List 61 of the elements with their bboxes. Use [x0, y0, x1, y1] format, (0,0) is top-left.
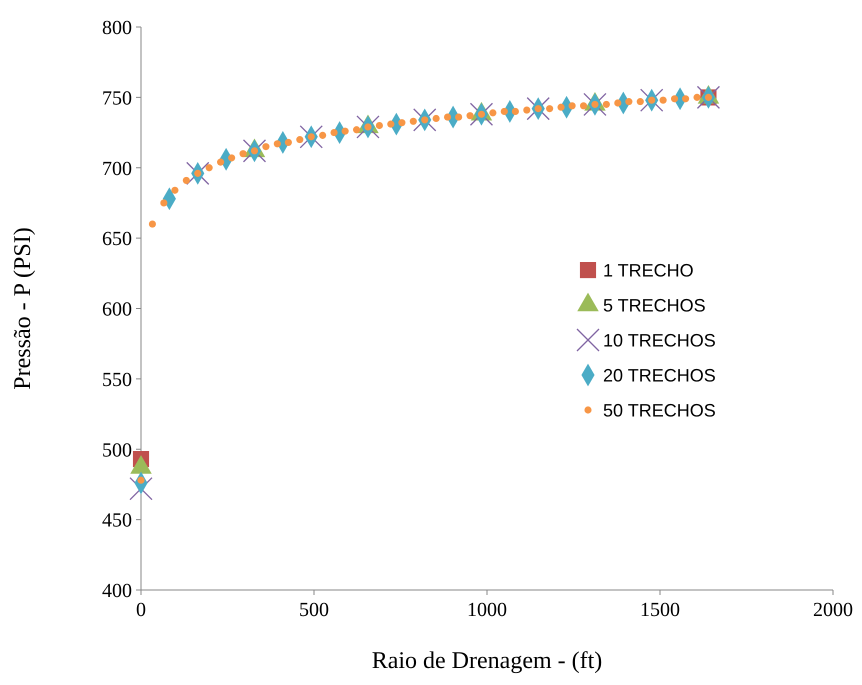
point	[466, 112, 474, 120]
point	[444, 114, 452, 121]
y-tick-label: 550	[102, 368, 132, 391]
y-tick-label: 500	[102, 439, 132, 462]
y-tick-label: 650	[102, 228, 132, 250]
x-tick-label: 1000	[467, 599, 507, 621]
point	[262, 143, 270, 150]
point	[398, 119, 406, 126]
point	[284, 138, 292, 146]
point	[240, 150, 247, 158]
x-axis-title: Raio de Drenagem - (ft)	[372, 648, 602, 674]
point	[523, 106, 530, 114]
point	[274, 140, 281, 148]
point	[693, 94, 701, 101]
y-tick-label: 700	[102, 158, 132, 180]
point	[376, 122, 383, 130]
point	[330, 129, 338, 136]
point	[160, 199, 168, 206]
point	[670, 95, 678, 102]
y-tick-label: 750	[102, 87, 132, 110]
point	[319, 132, 326, 139]
point	[614, 99, 622, 107]
x-tick-label: 500	[299, 599, 329, 621]
point	[500, 108, 508, 116]
point	[660, 96, 667, 104]
legend-label: 1 TRECHO	[603, 260, 694, 280]
point	[557, 104, 565, 111]
point	[387, 120, 394, 128]
point	[352, 126, 360, 134]
point	[206, 164, 213, 172]
point	[489, 109, 496, 116]
point	[625, 98, 632, 106]
y-tick-label: 400	[102, 580, 132, 602]
y-tick-label: 800	[102, 17, 132, 39]
point	[296, 136, 304, 144]
x-tick-label: 2000	[813, 599, 853, 621]
point	[432, 114, 440, 122]
point	[682, 95, 690, 102]
point	[148, 220, 156, 228]
x-tick-label: 0	[136, 599, 146, 621]
x-tick-label: 1500	[640, 599, 680, 621]
y-tick-label: 600	[102, 298, 132, 320]
point	[580, 102, 588, 110]
legend-label: 10 TRECHOS	[603, 330, 716, 350]
point	[171, 186, 178, 194]
legend-label: 5 TRECHOS	[603, 295, 706, 316]
y-axis-title: Pressão - P (PSI)	[10, 227, 36, 390]
legend-label: 50 TRECHOS	[603, 400, 716, 420]
point	[568, 102, 576, 110]
point	[217, 158, 224, 166]
legend-label: 20 TRECHOS	[603, 365, 716, 386]
point	[636, 98, 644, 106]
point	[512, 108, 519, 116]
point	[410, 118, 417, 125]
point	[602, 100, 610, 108]
y-tick-label: 450	[102, 510, 132, 532]
point	[546, 105, 554, 112]
point	[455, 114, 462, 121]
point	[182, 176, 190, 184]
point	[342, 128, 349, 135]
point	[228, 154, 236, 162]
